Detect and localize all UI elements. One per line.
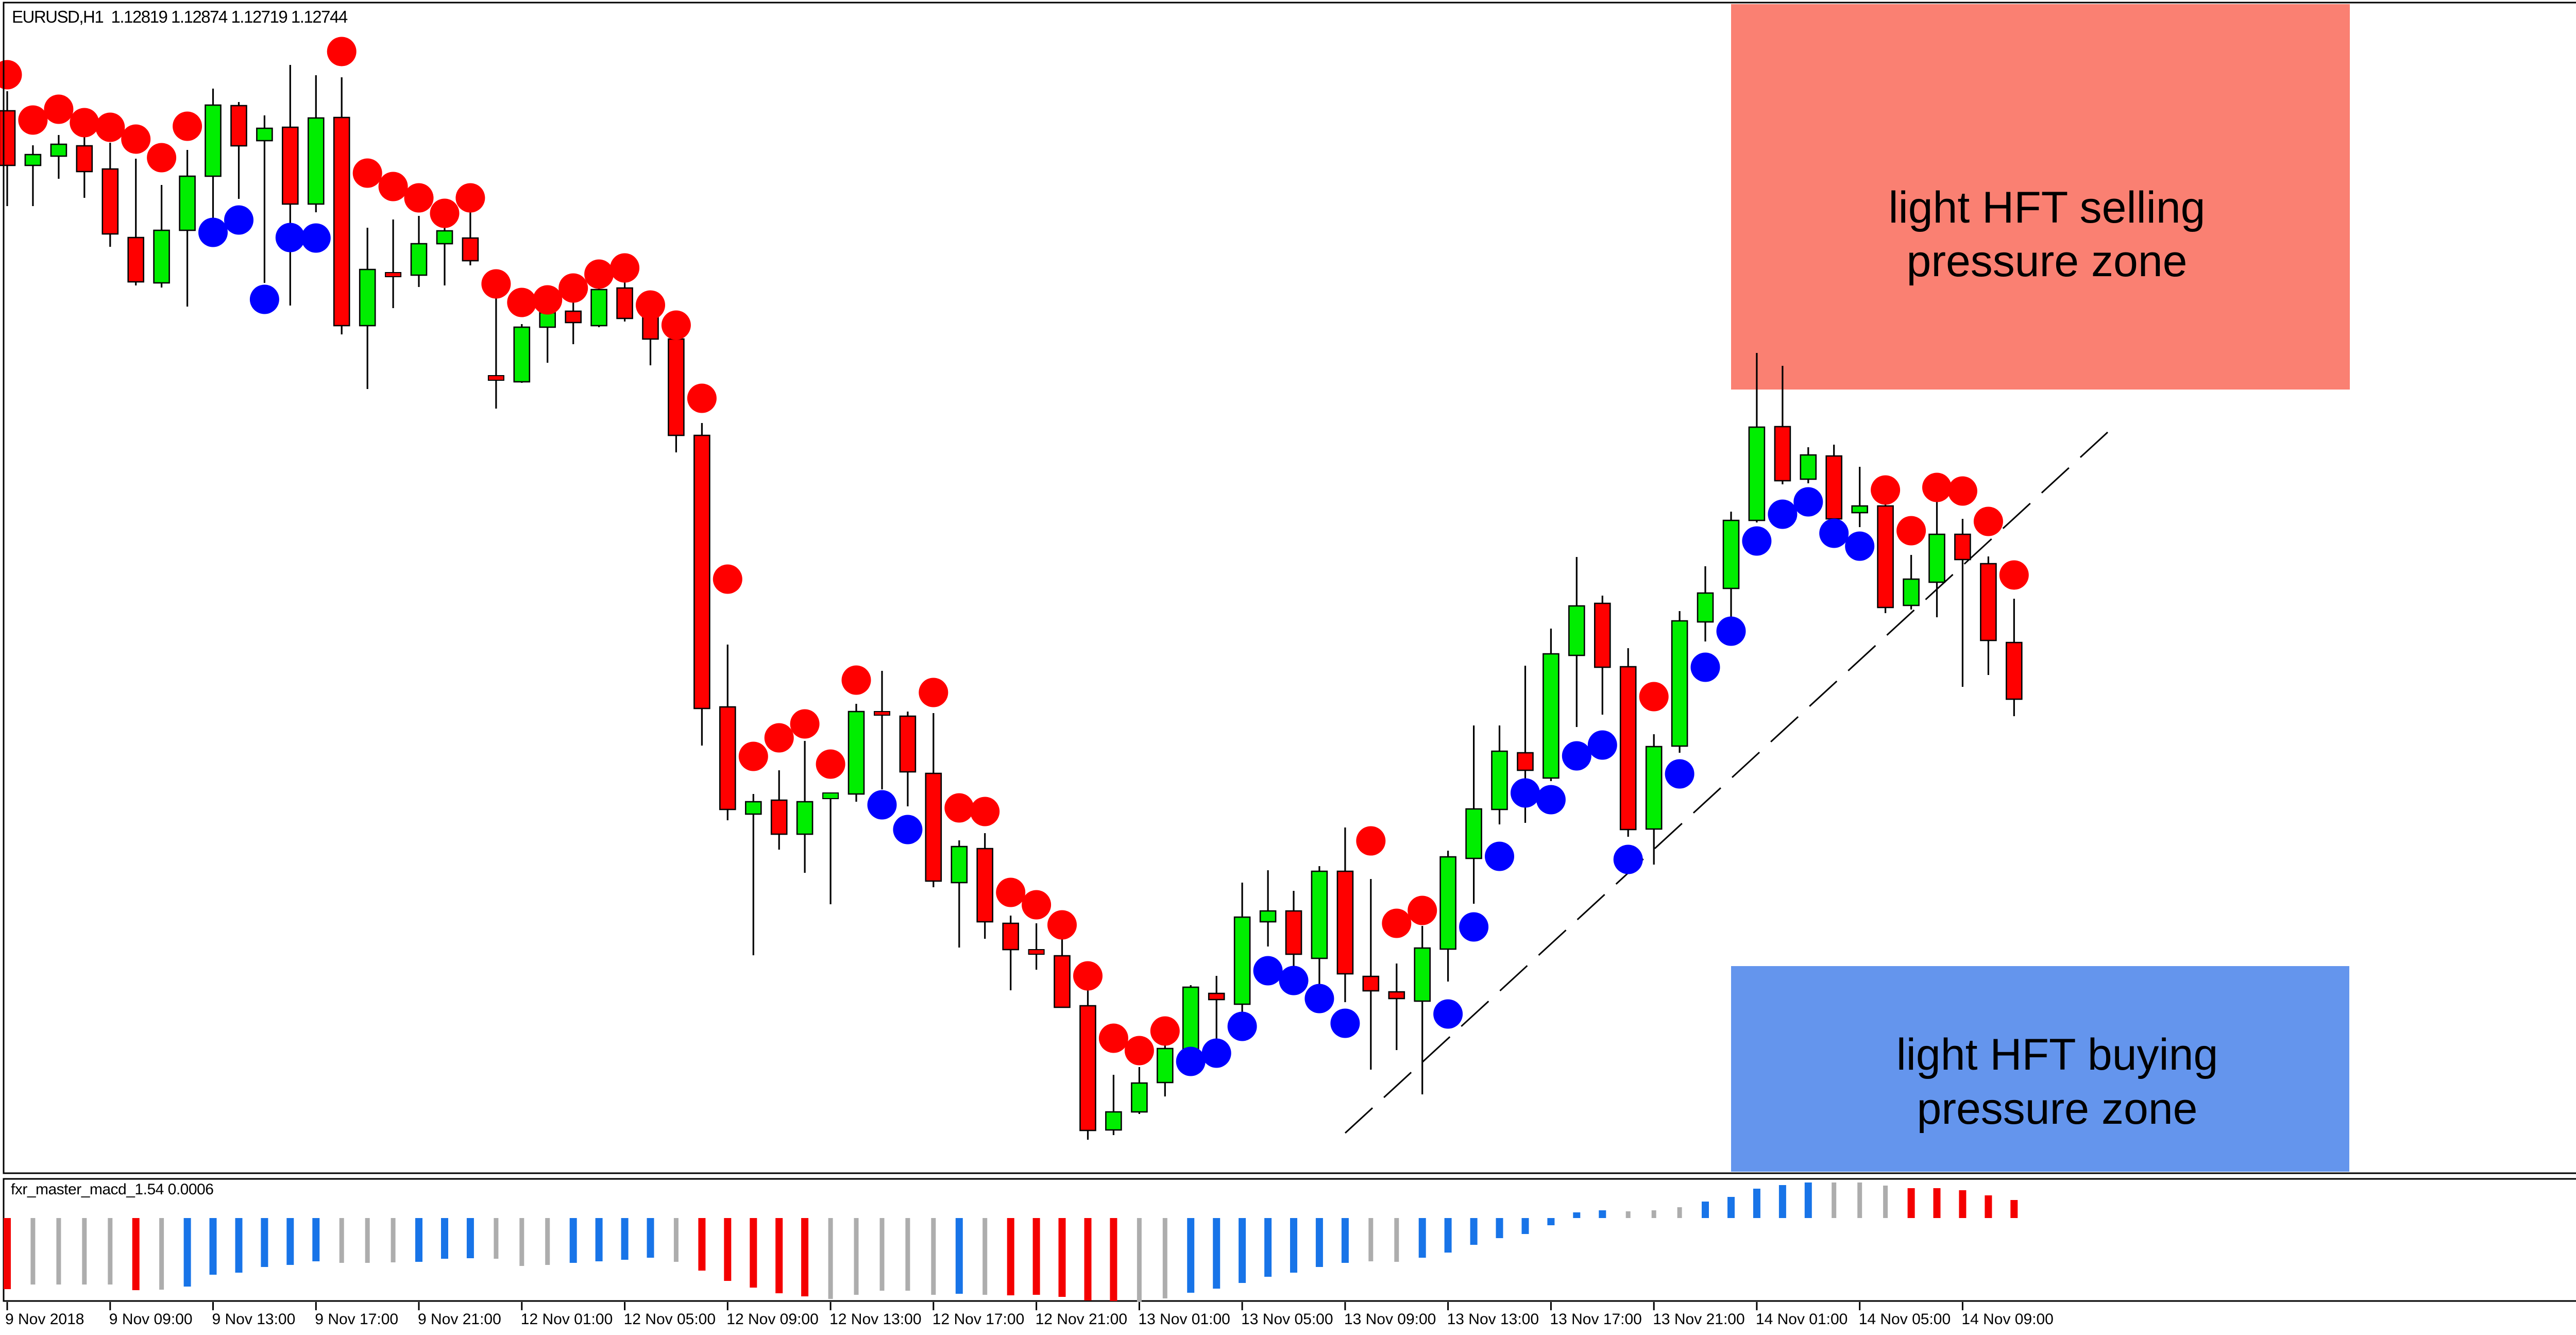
svg-text:12 Nov 09:00: 12 Nov 09:00: [726, 1311, 818, 1328]
svg-text:14 Nov 09:00: 14 Nov 09:00: [1961, 1311, 2053, 1328]
svg-text:12 Nov 05:00: 12 Nov 05:00: [624, 1311, 716, 1328]
svg-text:13 Nov 09:00: 13 Nov 09:00: [1344, 1311, 1436, 1328]
svg-text:13 Nov 01:00: 13 Nov 01:00: [1138, 1311, 1230, 1328]
svg-text:EURUSD,H1 1.12819 1.12874 1.1: EURUSD,H1 1.12819 1.12874 1.12719 1.1274…: [12, 7, 348, 26]
svg-text:9 Nov 2018: 9 Nov 2018: [5, 1311, 84, 1328]
svg-text:12 Nov 17:00: 12 Nov 17:00: [933, 1311, 1024, 1328]
svg-text:fxr_master_macd_1.54 0.0006: fxr_master_macd_1.54 0.0006: [11, 1181, 213, 1198]
svg-text:pressure zone: pressure zone: [1917, 1084, 2198, 1134]
svg-text:9 Nov 09:00: 9 Nov 09:00: [109, 1311, 193, 1328]
svg-text:13 Nov 13:00: 13 Nov 13:00: [1447, 1311, 1539, 1328]
svg-text:9 Nov 13:00: 9 Nov 13:00: [212, 1311, 296, 1328]
svg-text:pressure zone: pressure zone: [1907, 236, 2188, 286]
svg-text:13 Nov 05:00: 13 Nov 05:00: [1241, 1311, 1333, 1328]
svg-text:light HFT selling: light HFT selling: [1889, 183, 2206, 232]
svg-text:13 Nov 17:00: 13 Nov 17:00: [1550, 1311, 1641, 1328]
svg-text:14 Nov 01:00: 14 Nov 01:00: [1756, 1311, 1848, 1328]
svg-text:12 Nov 21:00: 12 Nov 21:00: [1036, 1311, 1127, 1328]
svg-text:9 Nov 21:00: 9 Nov 21:00: [418, 1311, 501, 1328]
svg-text:12 Nov 13:00: 12 Nov 13:00: [829, 1311, 921, 1328]
svg-text:9 Nov 17:00: 9 Nov 17:00: [315, 1311, 398, 1328]
svg-text:12 Nov 01:00: 12 Nov 01:00: [521, 1311, 613, 1328]
svg-text:light HFT buying: light HFT buying: [1896, 1030, 2218, 1079]
svg-text:14 Nov 05:00: 14 Nov 05:00: [1859, 1311, 1951, 1328]
svg-text:13 Nov 21:00: 13 Nov 21:00: [1653, 1311, 1744, 1328]
